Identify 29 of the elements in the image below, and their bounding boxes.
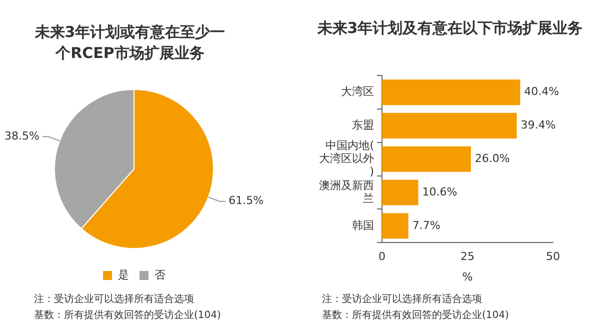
- x-tick-label: 0: [378, 250, 386, 264]
- text: 基数：所有提供有效回答的受访企业(104): [34, 308, 221, 323]
- bar: [382, 180, 418, 206]
- y-tick-label: 澳洲及新西兰: [319, 178, 374, 205]
- y-tick-label: 中国内地(大湾区以外): [319, 138, 374, 178]
- text: 注：受访企业可以选择所有适合选项: [34, 292, 195, 307]
- x-axis-title: %: [462, 270, 473, 284]
- bar: [382, 80, 520, 106]
- text: 基数：所有提供有效回答的受访企业(104): [322, 308, 509, 323]
- chart-title: 未来3年计划或有意在至少一个RCEP市场扩展业务: [34, 22, 226, 64]
- data-label: 26.0%: [474, 152, 510, 165]
- x-tick-label: 50: [546, 250, 560, 264]
- chart-title: 未来3年计划及有意在以下市场扩展业务: [316, 18, 584, 39]
- y-tick-label: 东盟: [352, 118, 374, 132]
- y-tick-label: 韩国: [352, 218, 374, 232]
- data-label: 40.4%: [524, 85, 560, 98]
- y-tick-label: 大湾区: [341, 85, 374, 98]
- data-label: 61.5%: [228, 194, 264, 208]
- data-label: 10.6%: [422, 185, 458, 198]
- bar: [382, 213, 408, 239]
- text: 注：受访企业可以选择所有适合选项: [322, 292, 483, 307]
- data-label: 39.4%: [520, 118, 556, 132]
- bar: [382, 112, 517, 138]
- data-label: 7.7%: [412, 218, 440, 232]
- data-label: 38.5%: [4, 130, 40, 143]
- legend-label: 是: [118, 268, 129, 282]
- x-tick-label: 25: [460, 250, 474, 264]
- bar: [382, 146, 471, 172]
- legend-label: 否: [154, 268, 166, 282]
